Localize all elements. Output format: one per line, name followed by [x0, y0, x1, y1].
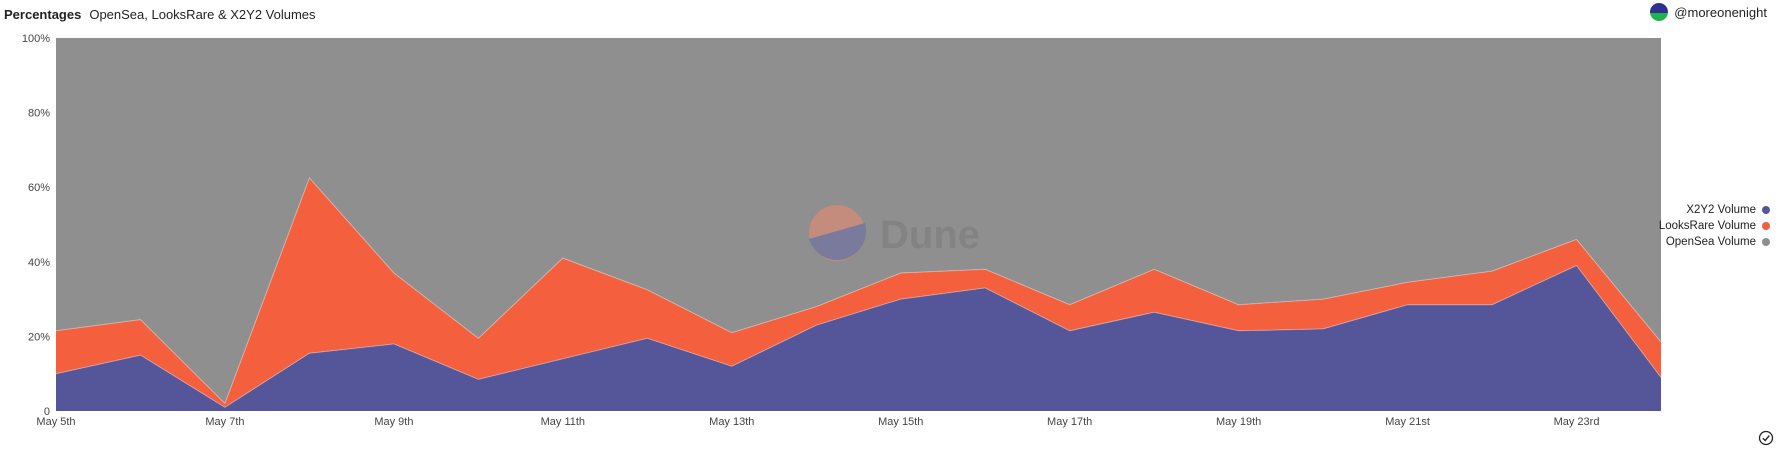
y-tick-label: 100% — [22, 33, 50, 45]
x-tick-label: May 21st — [1385, 416, 1430, 428]
chart-subtitle: OpenSea, LooksRare & X2Y2 Volumes — [89, 6, 316, 22]
legend-item[interactable]: OpenSea Volume — [1659, 234, 1770, 250]
y-tick-label: 80% — [28, 108, 50, 120]
y-tick-label: 20% — [28, 331, 50, 343]
area-series-looksrare-volume[interactable] — [56, 177, 1661, 408]
chart-header: Percentages OpenSea, LooksRare & X2Y2 Vo… — [4, 4, 316, 24]
legend-swatch — [1762, 222, 1770, 230]
area-series-x2y2-volume[interactable] — [56, 265, 1661, 412]
x-tick-label: May 15th — [878, 416, 923, 428]
avatar-icon — [1650, 3, 1669, 21]
y-tick-label: 40% — [28, 257, 50, 269]
legend-label: X2Y2 Volume — [1686, 204, 1756, 216]
x-tick-label: May 7th — [205, 416, 244, 428]
x-tick-label: May 13th — [709, 416, 754, 428]
user-handle[interactable]: @moreonenight — [1674, 4, 1767, 20]
x-tick-label: May 5th — [36, 416, 75, 428]
x-tick-label: May 17th — [1047, 416, 1092, 428]
series-boundary-line — [55, 264, 1662, 408]
x-tick-label: May 23rd — [1554, 416, 1600, 428]
chart-legend: X2Y2 Volume LooksRare Volume OpenSea Volum… — [1659, 202, 1770, 250]
y-tick-label: 0 — [44, 406, 50, 418]
y-tick-label: 60% — [28, 182, 50, 194]
legend-item[interactable]: LooksRare Volume — [1659, 218, 1770, 234]
x-tick-label: May 19th — [1216, 416, 1261, 428]
legend-swatch — [1762, 206, 1770, 214]
dune-logo-lower-half — [809, 223, 867, 261]
check-circle-icon[interactable] — [1758, 430, 1774, 446]
dune-watermark: Dune — [809, 205, 980, 261]
x-tick-label: May 11th — [541, 416, 585, 428]
dune-watermark-text: Dune — [880, 213, 980, 257]
series-boundary-line — [55, 176, 1662, 405]
legend-swatch — [1762, 238, 1770, 246]
x-tick-label: May 9th — [374, 416, 413, 428]
legend-label: OpenSea Volume — [1665, 236, 1756, 248]
user-badge[interactable]: @moreonenight — [1650, 3, 1767, 21]
legend-item[interactable]: X2Y2 Volume — [1659, 202, 1770, 218]
legend-label: LooksRare Volume — [1658, 220, 1756, 232]
chart-title: Percentages — [4, 6, 82, 22]
